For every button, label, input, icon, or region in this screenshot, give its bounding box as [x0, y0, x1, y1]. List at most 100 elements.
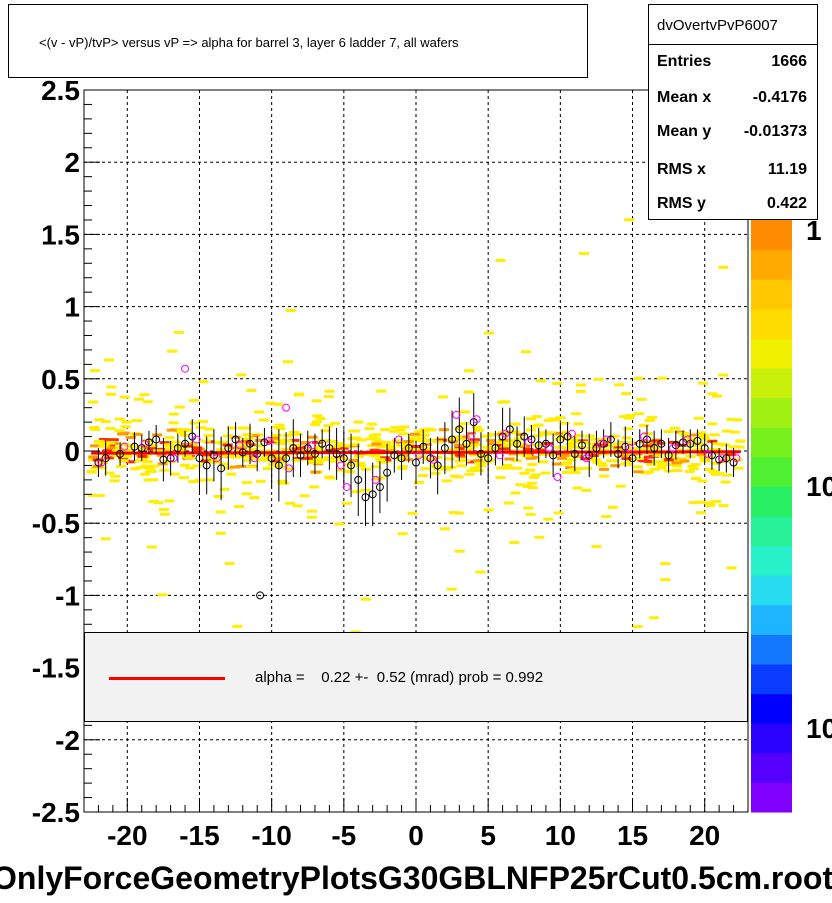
density-cell — [226, 472, 237, 476]
data-point-black — [614, 449, 623, 458]
density-cell — [690, 463, 701, 467]
density-cell — [430, 471, 441, 475]
axis-ticks — [84, 89, 735, 813]
density-cell — [592, 444, 603, 448]
density-cell — [679, 459, 690, 463]
density-cell — [275, 427, 286, 431]
density-cell — [543, 419, 554, 423]
density-cell — [261, 456, 272, 460]
density-cell — [312, 414, 323, 418]
data-point-black — [368, 490, 377, 499]
density-cell — [464, 472, 475, 476]
data-point-black — [152, 435, 161, 444]
palette-swatch — [751, 456, 792, 487]
palette-swatch — [751, 575, 792, 606]
density-cell — [105, 392, 116, 396]
density-cell — [710, 472, 721, 476]
palette-label: 10 — [806, 713, 832, 744]
density-cell — [328, 439, 339, 443]
density-cell — [223, 454, 234, 458]
x-tick-label: 20 — [689, 820, 720, 851]
palette-swatch — [751, 782, 792, 813]
density-cell — [496, 466, 507, 470]
y-tick-label: -1 — [55, 580, 80, 611]
density-cell — [204, 456, 215, 460]
density-cell — [139, 447, 150, 451]
density-cell — [227, 446, 238, 450]
data-point-magenta — [567, 429, 576, 438]
density-cell — [569, 467, 580, 471]
density-cell — [591, 545, 602, 549]
density-cell — [215, 510, 226, 514]
density-cell — [178, 476, 189, 480]
density-cell — [118, 459, 129, 463]
density-cell — [649, 467, 660, 471]
density-cell — [355, 464, 366, 468]
density-cell — [277, 479, 288, 483]
y-tick-label: 0.5 — [41, 364, 80, 395]
data-point-magenta — [640, 432, 649, 441]
density-cell — [189, 421, 200, 425]
density-cell — [106, 385, 117, 389]
density-cell — [146, 545, 157, 549]
density-cell — [697, 479, 708, 483]
density-cell — [284, 501, 295, 505]
density-cell — [311, 399, 322, 403]
density-cell — [249, 434, 260, 438]
density-cell — [159, 468, 170, 472]
density-cell — [618, 441, 629, 445]
palette-swatch — [751, 545, 792, 576]
density-cell — [282, 439, 293, 443]
density-cell — [360, 597, 371, 601]
density-cell — [725, 453, 736, 457]
y-tick-label: 0 — [64, 436, 80, 467]
density-cell — [334, 455, 345, 459]
density-cell — [590, 457, 601, 461]
stats-histogram-name: dvOvertvPvP6007 — [649, 5, 817, 45]
density-cell — [284, 467, 295, 471]
density-cell — [503, 501, 514, 505]
density-cell — [337, 457, 348, 461]
density-cell — [545, 431, 556, 435]
density-cell — [628, 447, 639, 451]
density-cell — [449, 448, 460, 452]
density-cell — [467, 444, 478, 448]
data-point-black — [513, 439, 522, 448]
density-cell — [204, 478, 215, 482]
density-cell — [531, 415, 542, 419]
density-cell — [721, 429, 732, 433]
density-cell — [351, 436, 362, 440]
density-cell — [708, 448, 719, 452]
density-cell — [292, 504, 303, 508]
density-cell — [133, 397, 144, 401]
density-cell — [203, 434, 214, 438]
data-point-black — [303, 444, 312, 453]
stats-row-mean-x: Mean x -0.4176 — [657, 89, 807, 119]
density-cell — [722, 473, 733, 477]
legend-fit-line — [109, 677, 225, 680]
data-point-black — [476, 449, 485, 458]
density-cell — [102, 449, 113, 453]
density-cell — [582, 466, 593, 470]
density-cell — [168, 412, 179, 416]
density-cell — [626, 459, 637, 463]
density-cell — [323, 424, 334, 428]
density-cell — [350, 429, 361, 433]
density-cell — [96, 466, 107, 470]
data-point-black — [621, 442, 630, 451]
density-cell — [467, 460, 478, 464]
density-cell — [696, 442, 707, 446]
density-cell — [191, 446, 202, 450]
density-cell — [208, 460, 219, 464]
density-cell — [735, 439, 746, 443]
data-point-magenta — [452, 410, 461, 419]
density-cell — [100, 419, 111, 423]
density-cell — [153, 449, 164, 453]
density-cell — [671, 464, 682, 468]
density-cell — [525, 512, 536, 516]
density-cell — [365, 437, 376, 441]
density-cell — [660, 562, 671, 566]
density-cell — [652, 454, 663, 458]
palette-label: 10 — [806, 471, 832, 502]
density-cell — [423, 439, 434, 443]
